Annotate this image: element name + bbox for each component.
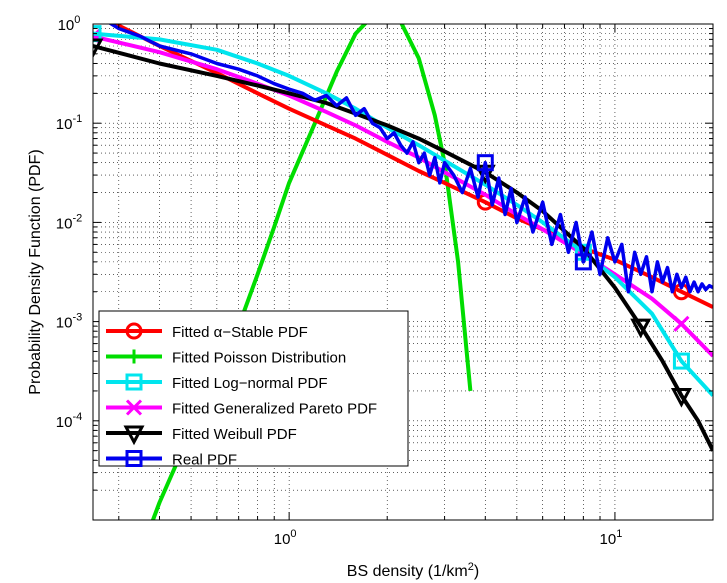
legend: Fitted α−Stable PDF Fitted Poisson Distri… <box>98 310 409 469</box>
grid <box>93 23 714 521</box>
legend-entry: Fitted α−Stable PDF <box>106 322 308 341</box>
legend-label: Fitted α−Stable PDF <box>172 324 308 341</box>
x-tick-label: 100 <box>274 528 297 548</box>
marker-square <box>574 253 592 271</box>
marker-triangle <box>670 387 692 408</box>
series-5 <box>108 24 713 294</box>
legend-entry: Fitted Log−normal PDF <box>106 373 328 392</box>
plot-frame <box>92 23 714 521</box>
legend-label: Fitted Generalized Pareto PDF <box>172 401 377 418</box>
legend-box <box>98 310 409 467</box>
marker-square <box>125 373 143 391</box>
marker-triangle <box>123 425 145 446</box>
tick-labels: 100 101 100 10-1 10-2 10-3 10-4 <box>56 14 623 548</box>
series-line <box>111 24 713 309</box>
x-axis-label: BS density (1/km2) <box>347 561 479 580</box>
y-tick-label: 10-2 <box>56 212 82 232</box>
y-tick-label: 10-3 <box>56 312 82 332</box>
series-2 <box>93 25 713 397</box>
marker-triangle <box>630 318 652 339</box>
y-tick-label: 100 <box>58 14 81 34</box>
y-tick-label: 10-4 <box>56 411 82 431</box>
legend-label: Real PDF <box>172 452 237 469</box>
y-tick-label: 10-1 <box>56 113 82 133</box>
legend-entry: Fitted Weibull PDF <box>106 425 297 446</box>
series-line <box>93 31 713 397</box>
marker-square <box>476 154 494 172</box>
marker-circle <box>86 6 100 20</box>
legend-entry: Fitted Generalized Pareto PDF <box>106 399 377 418</box>
marker-x <box>673 315 690 332</box>
marker-circle <box>125 322 143 340</box>
marker-triangle <box>93 38 104 59</box>
marker-x <box>93 28 102 39</box>
marker-square <box>672 352 690 370</box>
ticks <box>93 23 714 521</box>
legend-label: Fitted Log−normal PDF <box>172 375 328 392</box>
series-line <box>93 44 713 452</box>
marker-square <box>125 450 143 467</box>
legend-label: Fitted Weibull PDF <box>172 426 297 443</box>
legend-label: Fitted Poisson Distribution <box>172 350 346 367</box>
y-axis-label: Probability Density Function (PDF) <box>27 149 44 394</box>
legend-entry: Real PDF <box>106 450 237 469</box>
marker-square <box>93 25 102 43</box>
legend-entry: Fitted Poisson Distribution <box>106 349 346 367</box>
x-tick-label: 101 <box>600 528 623 548</box>
marker-x <box>125 399 143 416</box>
series-line <box>108 24 713 294</box>
